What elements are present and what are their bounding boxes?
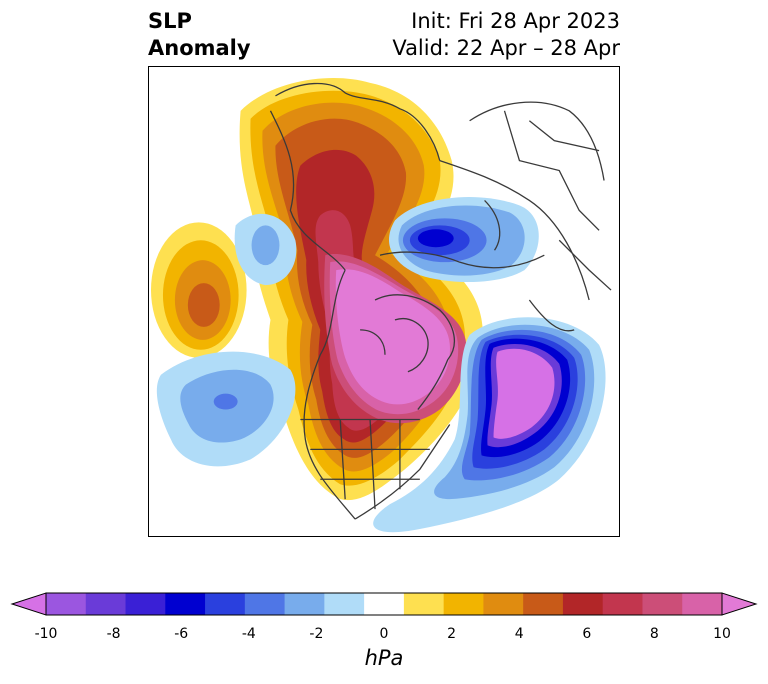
colorbar-cell	[562, 593, 604, 615]
colorbar-cell	[682, 593, 723, 615]
colorbar-cell	[284, 593, 325, 615]
negative-anomaly-bering	[234, 213, 297, 286]
colorbar-tick-label: -8	[106, 626, 121, 642]
title-field: SLP	[148, 9, 192, 33]
colorbar-cell	[244, 593, 286, 615]
colorbar-tick-label: 6	[582, 626, 592, 642]
title-subfield: Anomaly	[148, 36, 251, 60]
colorbar-frame	[45, 592, 723, 616]
colorbar-cell	[523, 593, 564, 615]
colorbar-tick-label: -2	[309, 626, 324, 642]
plot-dates: Init: Fri 28 Apr 2023 Valid: 22 Apr – 28…	[392, 8, 620, 62]
negative-anomaly-siberia	[388, 197, 539, 283]
colorbar-tick-label: 8	[649, 626, 659, 642]
colorbar-tick-label: -6	[174, 626, 189, 642]
colorbar-tick-label: 4	[514, 626, 524, 642]
colorbar-cell	[364, 593, 405, 615]
colorbar-extend-high	[721, 592, 758, 616]
colorbar-cell	[205, 593, 246, 615]
colorbar-cell	[165, 593, 206, 615]
colorbar-extend-low	[10, 592, 47, 616]
colorbar-tick-label: 2	[447, 626, 457, 642]
positive-anomaly-pacific	[150, 222, 247, 358]
colorbar-cell	[443, 593, 484, 615]
colorbar-cell	[403, 593, 445, 615]
plot-title: SLP Anomaly	[148, 8, 251, 62]
colorbar	[10, 592, 758, 616]
anomaly-map	[148, 66, 620, 537]
coastlines	[269, 82, 612, 520]
colorbar-cell	[602, 593, 643, 615]
colorbar-cell	[46, 593, 87, 615]
positive-anomaly-arctic	[239, 78, 483, 501]
valid-range: Valid: 22 Apr – 28 Apr	[392, 36, 620, 60]
colorbar-tick-label: 10	[713, 626, 731, 642]
colorbar-cell	[125, 593, 166, 615]
negative-anomaly-east-pacific	[156, 351, 296, 467]
map-canvas	[150, 78, 612, 533]
colorbar-unit: hPa	[364, 646, 404, 670]
colorbar-tick-label: 0	[379, 626, 389, 642]
colorbar-tick-label: -4	[241, 626, 256, 642]
colorbar-cell	[324, 593, 365, 615]
colorbar-cell	[642, 593, 683, 615]
colorbar-cell	[85, 593, 127, 615]
init-date: Init: Fri 28 Apr 2023	[411, 9, 620, 33]
colorbar-cell	[483, 593, 524, 615]
colorbar-cells	[10, 592, 758, 616]
colorbar-tick-label: -10	[34, 626, 58, 642]
negative-anomaly-atlantic	[373, 317, 606, 533]
